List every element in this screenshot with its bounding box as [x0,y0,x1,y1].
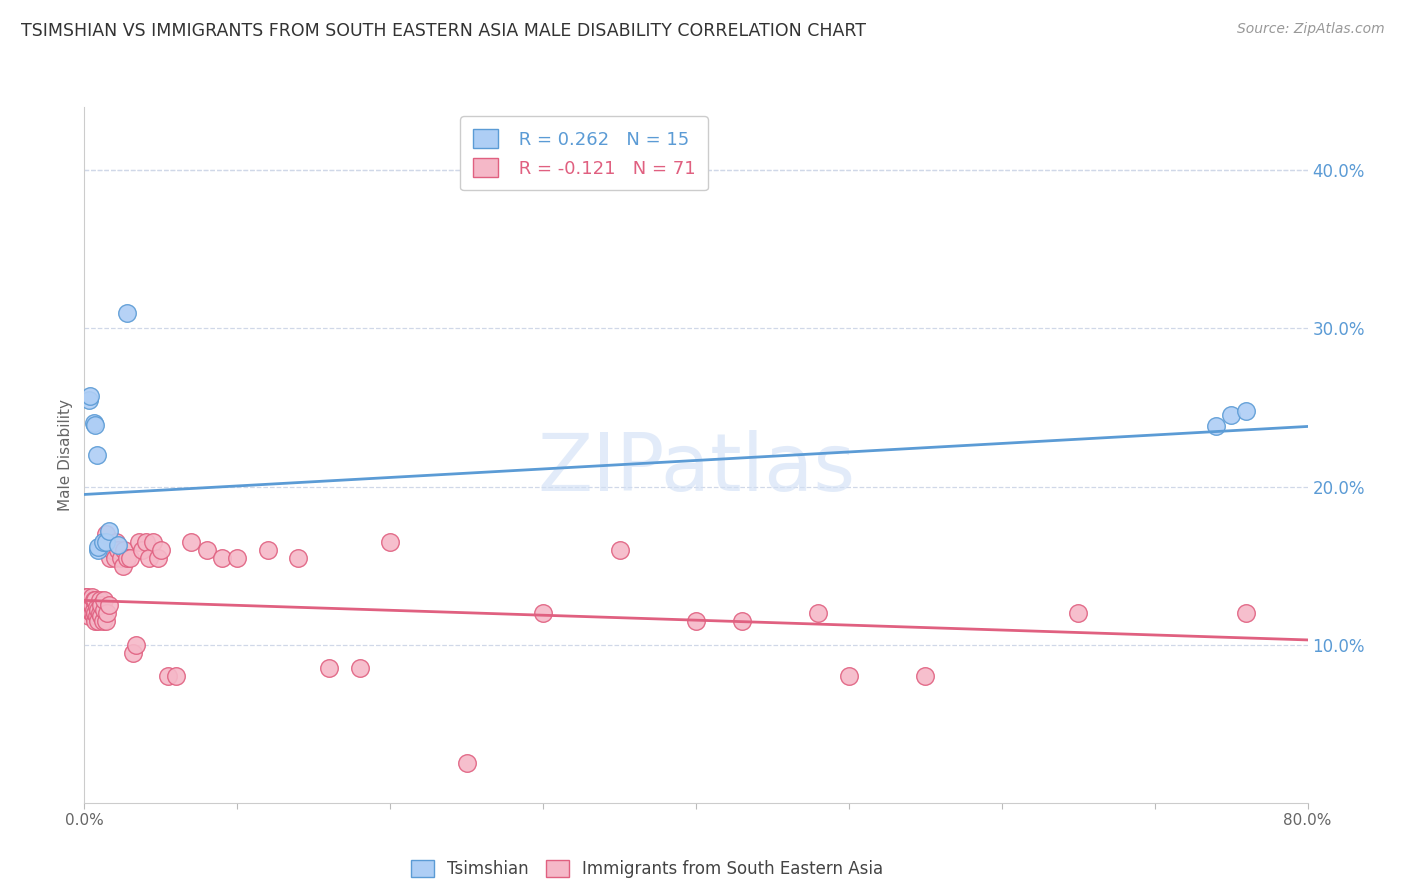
Point [135,534,157,549]
Point [609,542,631,557]
Point [104,550,127,565]
Point [456,756,478,771]
Point [914,669,936,683]
Point [107,538,129,552]
Point [1236,403,1258,417]
Point [86,609,108,624]
Point [86,599,108,614]
Point [531,606,554,620]
Point [149,542,172,557]
Point [146,550,169,565]
Point [87,603,110,617]
Point [125,638,148,652]
Point [120,550,142,565]
Point [1220,409,1243,423]
Point [76,598,98,612]
Point [83,593,105,607]
Point [89,593,111,607]
Point [79,593,101,607]
Point [1205,419,1227,434]
Point [318,661,340,675]
Point [98,550,121,565]
Point [80,591,103,605]
Point [107,542,129,557]
Text: TSIMSHIAN VS IMMIGRANTS FROM SOUTH EASTERN ASIA MALE DISABILITY CORRELATION CHAR: TSIMSHIAN VS IMMIGRANTS FROM SOUTH EASTE… [21,22,866,40]
Point [112,542,135,557]
Legend: Tsimshian, Immigrants from South Eastern Asia: Tsimshian, Immigrants from South Eastern… [404,854,890,885]
Point [94,614,117,628]
Point [226,550,249,565]
Point [142,534,165,549]
Point [101,542,124,557]
Point [87,614,110,628]
Point [131,542,153,557]
Point [84,614,107,628]
Point [685,614,707,628]
Point [76,591,98,605]
Point [77,392,100,407]
Point [195,542,218,557]
Point [838,669,860,683]
Text: Source: ZipAtlas.com: Source: ZipAtlas.com [1237,22,1385,37]
Point [84,417,107,432]
Point [211,550,233,565]
Point [115,305,138,319]
Point [731,614,754,628]
Point [93,593,115,607]
Point [165,669,187,683]
Point [180,534,202,549]
Point [287,550,309,565]
Point [1236,606,1258,620]
Point [93,603,115,617]
Point [122,646,145,660]
Point [349,661,371,675]
Point [115,550,138,565]
Point [90,598,112,612]
Point [128,534,150,549]
Point [80,598,103,612]
Point [86,448,108,462]
Point [83,609,105,624]
Point [1067,606,1090,620]
Point [807,606,830,620]
Point [90,609,112,624]
Point [110,550,132,565]
Point [84,593,107,607]
Point [94,527,117,541]
Point [89,606,111,620]
Text: ZIPatlas: ZIPatlas [537,430,855,508]
Point [79,598,101,612]
Point [84,606,107,620]
Point [91,614,114,628]
Point [77,603,100,617]
Point [83,603,105,617]
Point [75,591,97,605]
Point [111,558,134,573]
Point [257,542,280,557]
Y-axis label: Male Disability: Male Disability [58,399,73,511]
Point [380,534,402,549]
Point [87,540,110,554]
Point [83,417,105,431]
Point [77,609,100,624]
Point [97,524,120,538]
Point [138,550,160,565]
Point [97,598,120,612]
Point [91,534,114,549]
Point [80,606,103,620]
Point [96,606,118,620]
Point [105,534,128,549]
Point [87,542,110,557]
Point [94,534,117,549]
Point [79,389,101,403]
Point [157,669,180,683]
